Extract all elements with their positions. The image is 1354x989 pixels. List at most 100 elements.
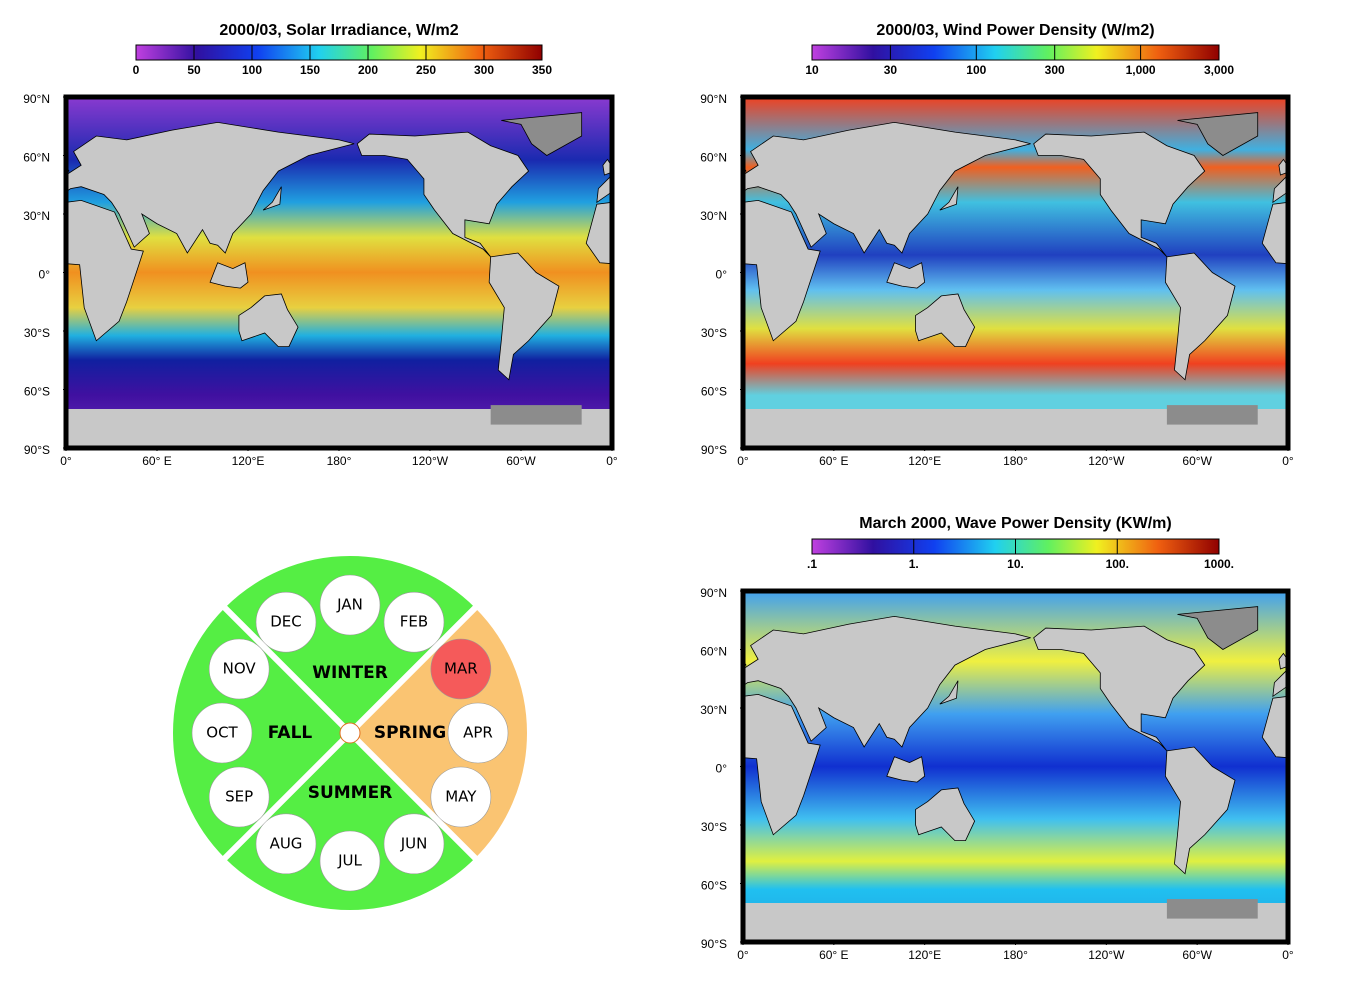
colorbar-label: 300 (1045, 63, 1065, 77)
lon-label: 180° (1003, 948, 1028, 962)
map-title: 2000/03, Wind Power Density (W/m2) (876, 22, 1154, 39)
month-label: APR (463, 724, 493, 742)
land (66, 199, 144, 342)
lon-label: 0° (606, 454, 618, 468)
month-button (191, 702, 253, 764)
season-label: SUMMER (308, 783, 393, 803)
ice (632, 113, 712, 156)
land (743, 693, 821, 836)
lon-label: 120°E (232, 454, 265, 468)
lon-label: 60°W (1182, 454, 1212, 468)
month-button (208, 766, 270, 828)
lat-label: 30°N (700, 703, 727, 717)
lon-label: 60° E (819, 948, 848, 962)
land (585, 201, 612, 265)
lat-label: 0° (716, 268, 728, 282)
lat-label: 0° (716, 762, 728, 776)
month-button (319, 830, 381, 892)
lon-label: 0° (1282, 948, 1294, 962)
ice (1177, 112, 1259, 156)
ice-shelf (1166, 405, 1258, 425)
ice (1177, 606, 1259, 650)
colorbar-label: 350 (532, 63, 552, 77)
land (1164, 746, 1236, 875)
map (0, 97, 612, 448)
colorbar-label: .1 (807, 557, 817, 571)
land (743, 121, 1031, 254)
lon-label: 120°W (1088, 454, 1125, 468)
land (620, 253, 690, 380)
colorbar-label: 10 (805, 63, 819, 77)
colorbar-label: 30 (884, 63, 898, 77)
month-label: DEC (270, 613, 302, 631)
land (75, 747, 145, 874)
month-button (383, 813, 445, 875)
lat-label: 30°N (23, 209, 50, 223)
lat-label: 60°S (701, 385, 727, 399)
month-button (208, 638, 270, 700)
lat-label: 60°N (700, 151, 727, 165)
lat-label: 30°S (701, 820, 727, 834)
land (1164, 252, 1236, 381)
colorbar-label: 50 (187, 63, 201, 77)
colorbar-label: 1. (909, 557, 919, 571)
ice-shelf (1166, 899, 1258, 919)
lon-label: 0° (737, 948, 749, 962)
month-button (430, 638, 492, 700)
month-label: SEP (225, 788, 253, 806)
month-label: MAY (445, 788, 477, 806)
colorbar-label: 200 (358, 63, 378, 77)
colorbar-label: 100 (966, 63, 986, 77)
lon-label: 0° (737, 454, 749, 468)
lon-label: 120°E (908, 948, 941, 962)
lon-label: 120°E (908, 454, 941, 468)
colorbar (811, 44, 1220, 61)
land (66, 121, 355, 254)
lat-label: 90°N (23, 92, 50, 106)
land (1033, 131, 1206, 258)
land (620, 747, 690, 874)
land (596, 174, 612, 204)
colorbar-label: 250 (416, 63, 436, 77)
season-label: SPRING (374, 723, 446, 743)
season-label: FALL (268, 723, 313, 743)
lat-label: 90°S (24, 443, 50, 457)
land (886, 756, 926, 783)
lat-label: 0° (39, 268, 51, 282)
land (886, 262, 926, 289)
land (939, 680, 959, 705)
lat-label: 60°S (24, 385, 50, 399)
month-button (255, 813, 317, 875)
lat-label: 90°S (701, 937, 727, 951)
map-title: 2000/03, Solar Irradiance, W/m2 (219, 22, 458, 39)
colorbar-label: 1000. (1204, 557, 1234, 571)
land (209, 262, 249, 289)
month-label: MAR (444, 660, 478, 678)
land (915, 787, 976, 841)
ice-shelf (490, 405, 582, 425)
month-button (447, 702, 509, 764)
ice (632, 607, 712, 650)
season-label: WINTER (312, 663, 388, 683)
colorbar (135, 44, 543, 61)
month-button (255, 591, 317, 653)
land (939, 186, 959, 211)
land (743, 615, 1031, 748)
map (75, 591, 1288, 942)
lon-label: 60° E (142, 454, 171, 468)
land (488, 252, 560, 381)
ice (0, 113, 36, 156)
month-label: AUG (270, 834, 303, 852)
month-label: OCT (206, 724, 238, 742)
lat-label: 60°N (700, 645, 727, 659)
lat-label: 30°N (700, 209, 727, 223)
land (1261, 201, 1288, 265)
ice (501, 112, 583, 156)
lat-label: 30°S (24, 326, 50, 340)
land (1261, 695, 1288, 759)
land (0, 253, 13, 380)
land (238, 293, 299, 348)
lat-label: 60°N (23, 151, 50, 165)
month-label: FEB (400, 613, 428, 631)
map (620, 97, 1288, 448)
